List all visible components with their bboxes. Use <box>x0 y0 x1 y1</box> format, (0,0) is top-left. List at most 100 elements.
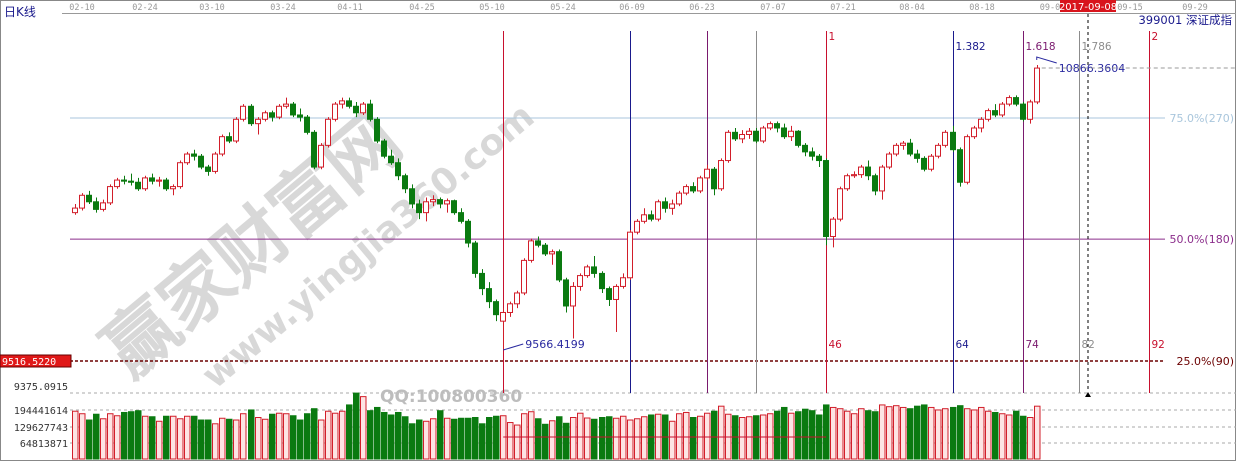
candle-body <box>1020 103 1026 120</box>
candle <box>711 167 717 196</box>
volume-bar <box>830 406 837 460</box>
crosshair-arrow-icon <box>1085 392 1091 397</box>
candle <box>318 143 324 170</box>
candle <box>156 176 162 187</box>
candle <box>79 193 85 211</box>
candle <box>634 219 640 235</box>
candle-body <box>774 123 780 129</box>
candle <box>346 97 352 109</box>
volume-bar <box>163 415 170 460</box>
candle-body <box>971 127 977 138</box>
cycle-count-label: 92 <box>1152 339 1165 351</box>
candle <box>388 149 394 165</box>
volume-axis-label: 64813871 <box>20 439 68 450</box>
candle <box>430 195 436 207</box>
candle <box>219 134 225 157</box>
candle-body <box>725 131 731 162</box>
volume-bar <box>978 406 985 460</box>
index-symbol: 399001 深证成指 <box>1138 13 1232 27</box>
volume-bar <box>634 418 641 460</box>
candle-body <box>1006 97 1012 105</box>
watermark-qq: QQ:100800360 <box>380 387 522 407</box>
candle <box>851 171 857 178</box>
candle <box>886 151 892 170</box>
candle <box>556 249 562 283</box>
candle-body <box>985 110 991 120</box>
candle-body <box>332 103 338 120</box>
volume-bar <box>823 404 830 460</box>
volume-bar <box>676 413 683 460</box>
volume-bar <box>507 422 514 460</box>
date-tick-label: 04-25 <box>409 3 435 13</box>
volume-bar <box>304 413 311 460</box>
candle <box>999 101 1005 118</box>
candle-body <box>100 202 106 210</box>
date-tick-label: 04-11 <box>337 3 363 13</box>
candle <box>697 175 703 194</box>
candle-body <box>886 153 892 168</box>
volume-bar <box>683 411 690 460</box>
volume-bar <box>205 419 212 460</box>
candle <box>500 308 506 351</box>
volume-bar <box>570 417 577 460</box>
candle-body <box>318 144 324 168</box>
candle-body <box>128 180 134 183</box>
candle <box>360 101 366 115</box>
candle <box>928 154 934 172</box>
candle-body <box>114 179 120 188</box>
candle-body <box>690 186 696 192</box>
candle <box>297 108 303 122</box>
volume-bar <box>928 406 935 460</box>
volume-bar <box>556 416 563 460</box>
candle <box>514 290 520 309</box>
volume-bar <box>921 404 928 460</box>
volume-bar <box>999 413 1006 460</box>
volume-bar <box>781 406 788 460</box>
cycle-ratio-label: 1 <box>829 31 836 43</box>
volume-bar <box>233 419 240 460</box>
candle-body <box>381 140 387 157</box>
candle-body <box>627 231 633 279</box>
gann-level-label: 75.0%(270) <box>1169 112 1234 125</box>
candle <box>226 132 232 144</box>
volume-bar <box>395 411 402 460</box>
volume-bar <box>135 410 142 460</box>
volume-bar <box>563 422 570 460</box>
volume-bar <box>114 415 121 460</box>
volume-bar <box>774 410 781 460</box>
candle <box>802 143 808 157</box>
candle-body <box>507 303 513 313</box>
volume-bar <box>606 416 613 460</box>
candle-body <box>367 103 373 120</box>
candle-body <box>262 112 268 120</box>
candle-body <box>423 201 429 214</box>
candle-body <box>662 201 668 209</box>
candle-body <box>718 160 724 190</box>
volume-bar <box>430 418 437 460</box>
cycle-count-label: 74 <box>1026 339 1040 351</box>
candle-body <box>746 130 752 135</box>
cycle-ratio-label: 1.786 <box>1082 41 1112 53</box>
candle-body <box>472 242 478 274</box>
chart-title: 日K线 <box>4 5 36 19</box>
candle <box>563 277 569 313</box>
candle-body <box>121 179 127 182</box>
candle <box>416 199 422 220</box>
date-tick-label: 05-10 <box>479 3 505 13</box>
volume-bar <box>262 418 269 460</box>
candle-body <box>935 144 941 157</box>
candle <box>184 151 190 165</box>
volume-bar <box>549 420 556 460</box>
candle-body <box>156 179 162 182</box>
candle <box>648 210 654 222</box>
candle-body <box>851 174 857 177</box>
candle <box>283 97 289 109</box>
candle-body <box>500 311 506 322</box>
candle <box>458 208 464 224</box>
candle-body <box>655 201 661 220</box>
candle <box>627 230 633 280</box>
candle <box>942 130 948 148</box>
volume-bar <box>479 423 486 460</box>
candle <box>212 151 218 174</box>
